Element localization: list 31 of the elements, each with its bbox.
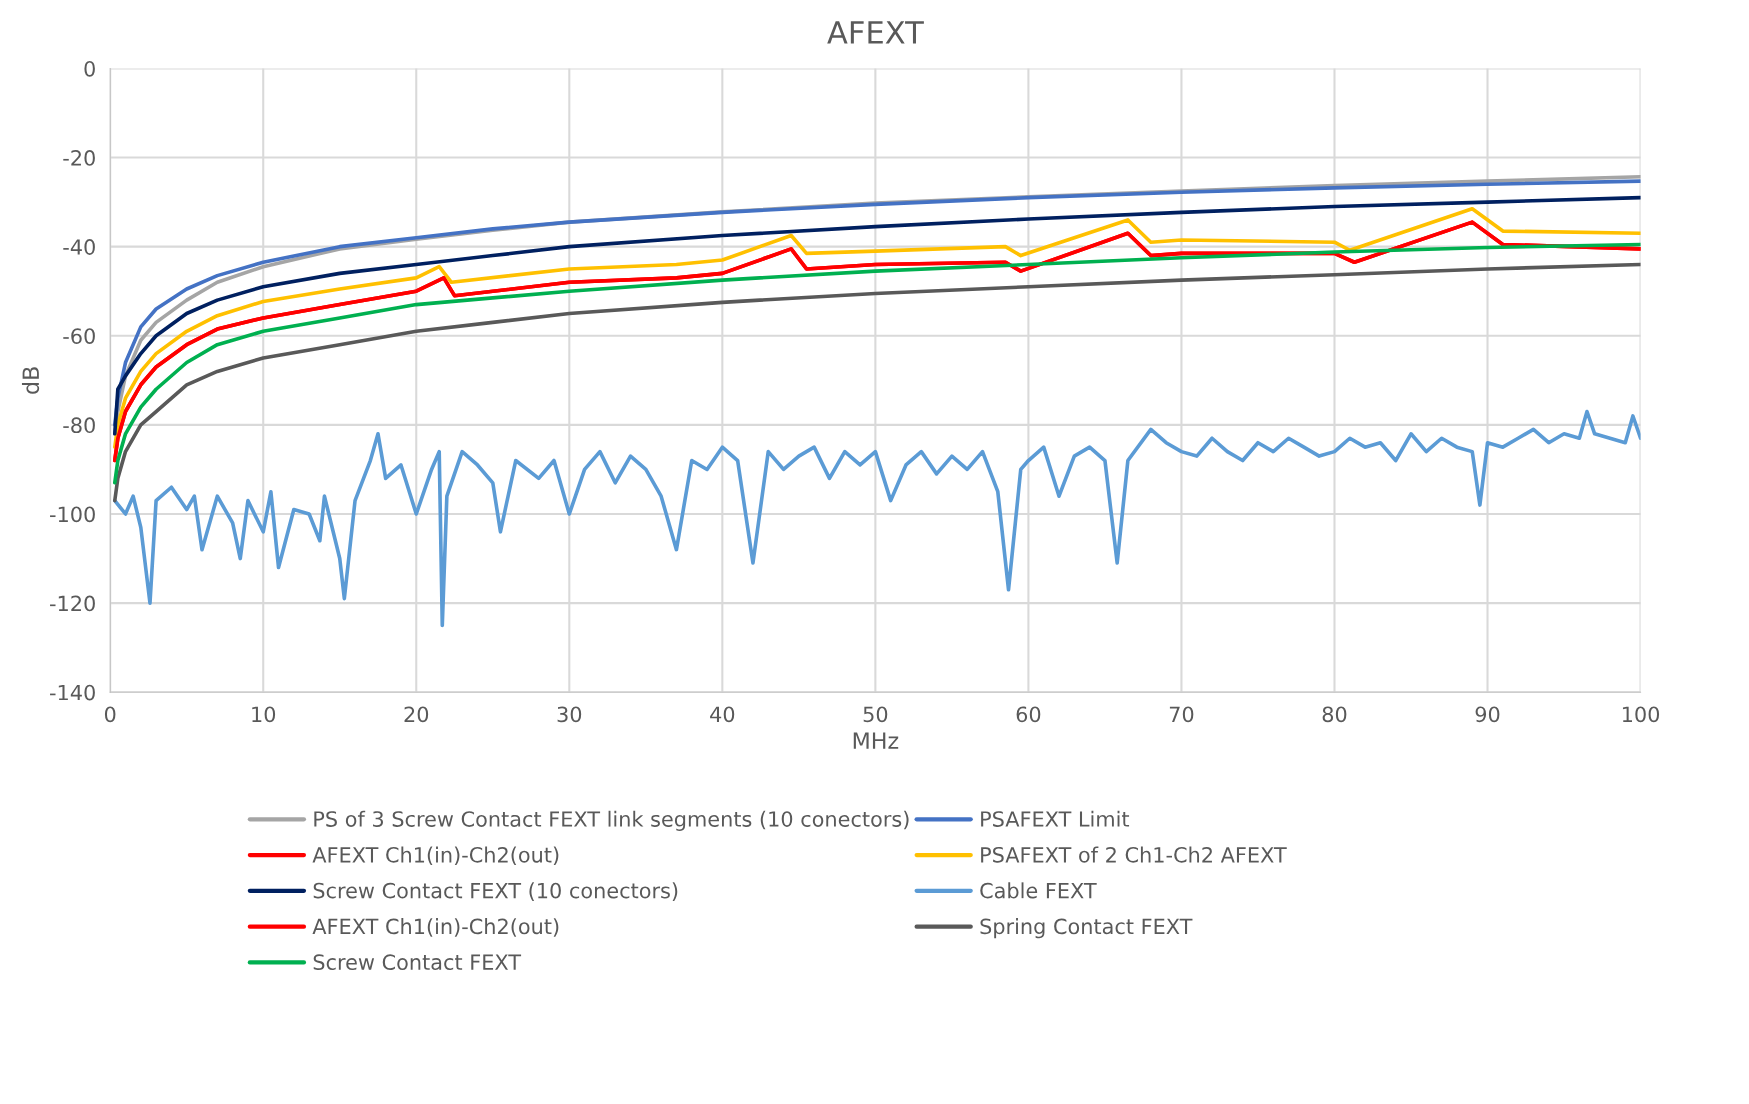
y-tick-label: -60 bbox=[63, 328, 95, 344]
legend-label: PSAFEXT of 2 Ch1-Ch2 AFEXT bbox=[981, 846, 1287, 863]
legend-label: AFEXT Ch1(in)-Ch2(out) bbox=[312, 918, 559, 937]
x-tick-label: 90 bbox=[1475, 706, 1500, 723]
legend-label: PS of 3 Screw Contact FEXT link segments (10 conectors) bbox=[314, 810, 909, 831]
x-tick-label: 60 bbox=[1016, 706, 1041, 723]
y-tick-label: 0 bbox=[84, 60, 95, 77]
x-tick-label: 50 bbox=[863, 706, 888, 723]
x-tick-label: 40 bbox=[710, 706, 735, 723]
y-tick-label: -140 bbox=[50, 684, 95, 701]
y-tick-label: -40 bbox=[63, 239, 95, 255]
legend-label: PSAFEXT Limit bbox=[981, 810, 1130, 827]
x-tick-label: 10 bbox=[252, 706, 276, 723]
x-tick-label: 70 bbox=[1169, 706, 1194, 723]
x-tick-label: 20 bbox=[404, 706, 429, 723]
x-axis-title: MHz bbox=[853, 732, 899, 749]
y-tick-label: -80 bbox=[63, 417, 95, 434]
legend-label: Screw Contact FEXT bbox=[313, 954, 522, 971]
legend-label: Spring Contact FEXT bbox=[980, 918, 1193, 939]
legend-label: Cable FEXT bbox=[980, 882, 1097, 899]
x-tick-label: 30 bbox=[557, 706, 582, 723]
legend-label: Screw Contact FEXT (10 conectors) bbox=[313, 882, 678, 901]
y-tick-label: -20 bbox=[63, 150, 95, 166]
y-tick-label: -100 bbox=[50, 506, 95, 523]
x-tick-label: 100 bbox=[1622, 706, 1660, 723]
y-tick-label: -120 bbox=[50, 595, 95, 612]
x-tick-label: 0 bbox=[104, 706, 116, 723]
chart-title: AFEXT bbox=[827, 21, 924, 44]
y-axis-title: dB bbox=[21, 367, 40, 394]
x-tick-label: 80 bbox=[1322, 706, 1347, 723]
legend-label: AFEXT Ch1(in)-Ch2(out) bbox=[312, 846, 559, 866]
